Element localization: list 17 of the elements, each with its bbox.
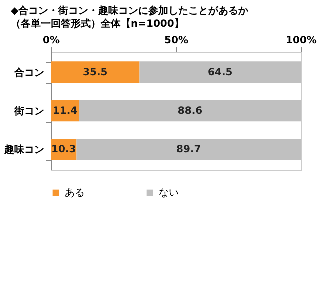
data-label: 64.5 [208,67,233,78]
y-tick-label: 合コン [14,66,44,79]
chart-subtitle: （各単一回答形式）全体【n=1000】 [11,18,184,30]
x-tick-label: 50% [164,36,188,46]
x-tick-label: 0% [43,36,60,46]
legend-label: ない [159,188,179,199]
y-tick-label: 街コン [14,106,44,118]
data-label: 89.7 [176,144,202,156]
y-tick-label: 趣味コン [4,144,44,156]
data-label: 35.5 [83,67,108,78]
legend-label: ある [65,188,85,199]
data-label: 10.3 [52,144,76,156]
data-label: 11.4 [52,106,78,117]
data-label: 88.6 [178,106,203,117]
chart-title: ◆合コン・街コン・趣味コンに参加したことがあるか [11,5,250,17]
x-tick-label: 100% [286,36,317,46]
bar [51,62,140,83]
